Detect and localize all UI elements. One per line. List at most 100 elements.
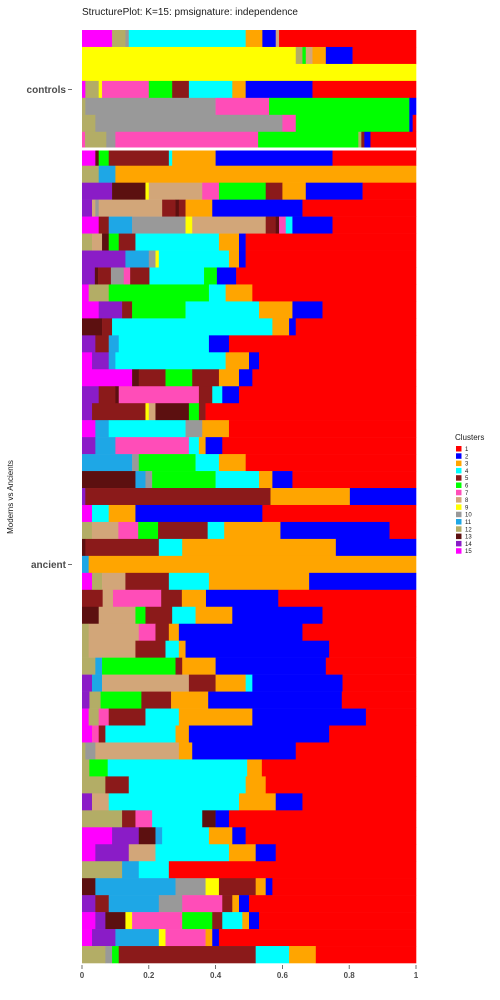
bar-23-segment-4 [148,403,156,421]
bar-37-segment-5 [178,640,186,658]
bar-21-segment-1 [82,369,133,387]
bar-47-segment-3 [135,810,153,828]
bar-34-segment-6 [205,589,279,608]
legend-label-10: 10 [465,513,472,519]
bar-23-segment-5 [155,403,190,421]
bar-15-segment-1 [82,267,96,285]
chart-title: StructurePlot: K=15: pmsignature: indepe… [82,7,298,18]
legend-swatch-9 [456,504,462,510]
bar-31-segment-1 [82,538,86,557]
bar-35-segment-6 [195,606,233,625]
bar-32-segment-1 [82,555,89,574]
bar-43-segment-1 [82,742,86,760]
bar-45-segment-1 [82,776,106,794]
bar-28-segment-3 [270,488,351,506]
bar-52-segment-7 [232,895,240,913]
bar-27-segment-8 [292,471,417,489]
bar-29-segment-4 [135,504,263,523]
bar-34-segment-4 [161,589,183,608]
bar-35-segment-7 [232,606,323,625]
group-label-2: ancient [31,560,67,571]
bar-25-segment-6 [205,437,223,455]
bar-41-segment-5 [145,708,180,726]
bar-12-segment-10 [285,216,293,234]
bar-31-segment-5 [335,538,417,557]
bar-12-segment-7 [265,216,277,234]
bar-46-segment-4 [238,793,277,811]
legend-swatch-4 [456,467,462,474]
bar-47-segment-5 [202,810,216,828]
bar-22-segment-6 [212,386,223,404]
bar-48-segment-7 [232,827,246,845]
bar-49-segment-5 [228,844,256,862]
bar-37-segment-3 [135,640,166,658]
bar-15-segment-7 [149,267,205,285]
bar-21-segment-7 [238,369,253,387]
bar-40-segment-2 [89,691,101,709]
bar-11-segment-10 [302,199,417,217]
bar-53-segment-11 [259,912,417,930]
bar-40-segment-6 [208,691,343,709]
x-tick-label-3: 0.4 [210,971,222,980]
bar-26-segment-6 [245,454,417,472]
bar-54-segment-8 [218,929,417,947]
bar-42-segment-2 [92,725,99,743]
bar-55-segment-2 [105,946,113,964]
bar-44-segment-4 [247,759,263,777]
bar-53-segment-10 [249,912,260,930]
legend-label-1: 1 [465,447,469,453]
bar-36-segment-5 [168,623,180,641]
bar-17-segment-2 [98,301,123,319]
bar-31-segment-3 [158,538,183,557]
bar-7-segment-4 [115,131,259,150]
bar-14-segment-7 [238,250,246,268]
bar-30-segment-5 [158,521,208,540]
bar-16-segment-4 [208,284,226,302]
bar-2-segment-2 [295,46,303,65]
bar-10-segment-6 [218,182,266,200]
bar-52-segment-4 [158,895,183,913]
bar-42-segment-7 [329,725,417,743]
bar-33-segment-4 [125,572,170,591]
bar-24-segment-5 [202,420,230,438]
bar-34-segment-5 [181,589,207,608]
bar-35-segment-5 [172,606,196,625]
bar-42-segment-5 [175,725,190,743]
bar-38-segment-4 [175,657,183,675]
bar-46-segment-2 [92,793,110,811]
bar-44-segment-5 [261,759,417,777]
bar-36-segment-4 [155,623,170,641]
bar-8-segment-1 [82,148,96,167]
bar-23-segment-3 [145,403,150,421]
bar-47-segment-4 [152,810,203,828]
bar-27-segment-6 [259,471,273,489]
bar-36-segment-3 [138,623,156,641]
bar-49-segment-3 [128,844,156,862]
bar-12-segment-9 [279,216,287,234]
bar-48-segment-5 [162,827,210,845]
legend-label-2: 2 [465,454,469,460]
bar-1-segment-3 [125,30,130,48]
bar-5-segment-2 [85,97,216,116]
bar-30-segment-3 [118,521,139,540]
bar-46-segment-1 [82,793,93,811]
bar-41-segment-3 [98,708,110,726]
bar-10-segment-3 [145,182,150,200]
legend-swatch-1 [456,446,462,452]
bar-2-segment-4 [305,46,313,65]
bar-7-segment-1 [82,131,86,150]
bar-27-segment-7 [272,471,293,489]
bar-10-segment-8 [282,182,307,200]
bar-26-segment-1 [82,454,133,472]
bar-1-segment-1 [82,30,113,48]
bar-6-segment-4 [295,114,410,133]
bar-30-segment-2 [91,521,119,540]
bar-16-segment-2 [88,284,110,302]
bar-16-segment-5 [225,284,253,302]
bar-52-segment-9 [249,895,417,913]
legend-label-11: 11 [465,520,472,526]
bar-42-segment-1 [82,725,93,743]
bar-3-segment-1 [82,63,417,82]
bar-4-segment-2 [85,80,99,99]
bar-8-segment-3 [98,148,110,167]
